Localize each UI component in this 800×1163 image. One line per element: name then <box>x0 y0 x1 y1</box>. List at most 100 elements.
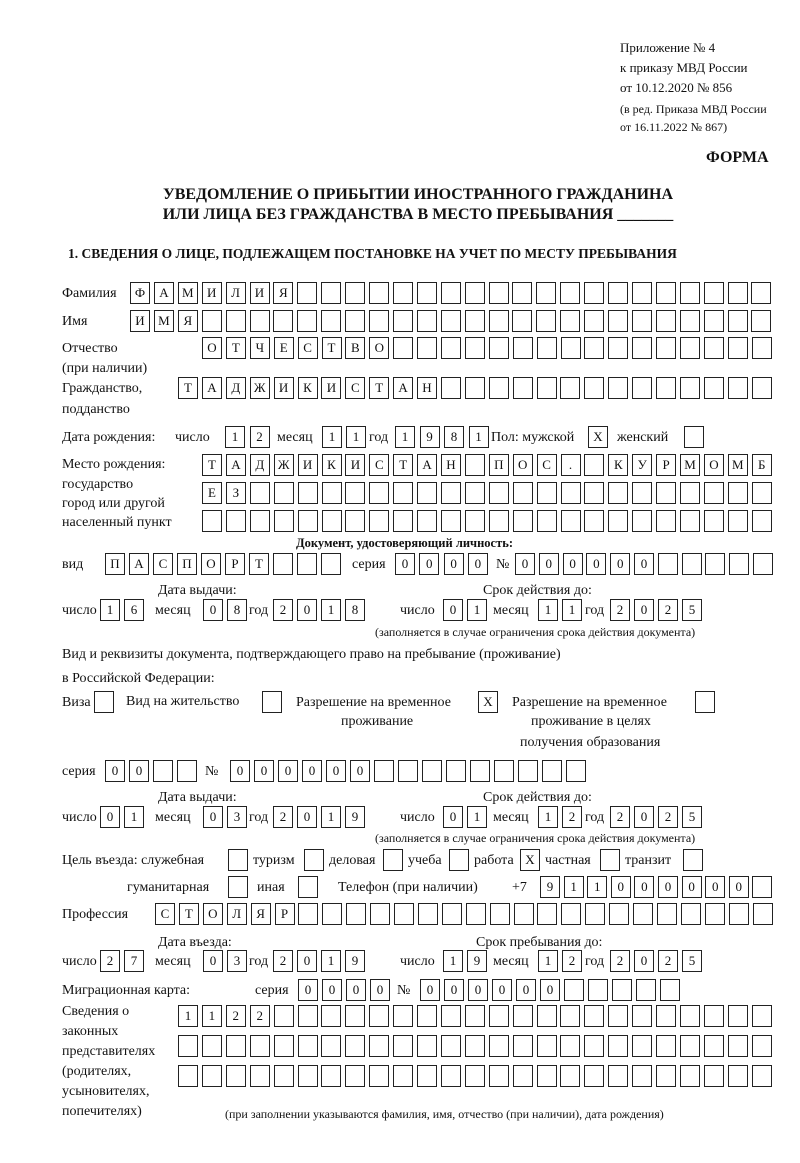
box-cell[interactable] <box>488 1065 509 1087</box>
box-cell[interactable] <box>608 1065 629 1087</box>
box-cell[interactable] <box>322 903 343 925</box>
box-cell[interactable] <box>494 760 514 782</box>
box-cell[interactable] <box>588 979 608 1001</box>
box-cell[interactable]: С <box>345 377 366 399</box>
box-cell[interactable]: 0 <box>322 979 342 1001</box>
box-cell[interactable] <box>416 282 437 304</box>
box-cell[interactable] <box>584 1005 605 1027</box>
box-cell[interactable] <box>417 482 438 504</box>
box-cell[interactable] <box>632 482 653 504</box>
box-cell[interactable] <box>751 1005 772 1027</box>
box-cell[interactable] <box>297 482 318 504</box>
box-cell[interactable] <box>751 1065 772 1087</box>
box-cell[interactable]: 1 <box>563 876 584 898</box>
box-cell[interactable]: И <box>201 282 222 304</box>
box-cell[interactable] <box>345 282 366 304</box>
box-cell[interactable]: X <box>588 426 608 448</box>
box-cell[interactable] <box>560 510 581 532</box>
box-cell[interactable] <box>249 1035 270 1057</box>
box-cell[interactable]: Т <box>249 553 269 575</box>
box-cell[interactable] <box>225 510 246 532</box>
box-cell[interactable]: 2 <box>562 950 582 972</box>
box-cell[interactable] <box>441 482 461 504</box>
box-cell[interactable] <box>729 553 750 575</box>
box-cell[interactable] <box>560 482 581 504</box>
box-cell[interactable] <box>345 1005 366 1027</box>
box-cell[interactable]: 0 <box>326 760 346 782</box>
box-cell[interactable] <box>751 310 772 332</box>
box-cell[interactable]: Н <box>441 454 461 476</box>
box-cell[interactable]: К <box>297 377 318 399</box>
box-cell[interactable]: 0 <box>634 876 655 898</box>
box-cell[interactable]: Ч <box>249 337 270 359</box>
box-cell[interactable]: Ж <box>249 377 270 399</box>
box-cell[interactable]: 9 <box>540 876 560 898</box>
box-cell[interactable]: 2 <box>658 950 678 972</box>
box-cell[interactable]: 0 <box>467 553 488 575</box>
box-cell[interactable] <box>298 903 319 925</box>
box-cell[interactable] <box>422 760 442 782</box>
box-cell[interactable] <box>464 1035 485 1057</box>
box-cell[interactable]: Я <box>177 310 198 332</box>
box-cell[interactable]: И <box>345 454 366 476</box>
box-cell[interactable] <box>584 482 605 504</box>
box-cell[interactable] <box>297 1035 318 1057</box>
box-cell[interactable]: 0 <box>562 553 583 575</box>
box-cell[interactable] <box>177 760 197 782</box>
box-cell[interactable] <box>273 553 293 575</box>
box-cell[interactable]: 2 <box>273 599 293 621</box>
box-cell[interactable] <box>369 482 390 504</box>
box-cell[interactable] <box>273 482 294 504</box>
box-cell[interactable] <box>560 310 581 332</box>
box-cell[interactable]: А <box>225 454 246 476</box>
box-cell[interactable] <box>392 282 413 304</box>
box-cell[interactable]: 1 <box>124 806 144 828</box>
box-cell[interactable] <box>632 1065 653 1087</box>
box-cell[interactable]: 0 <box>610 876 631 898</box>
box-cell[interactable]: 1 <box>395 426 415 448</box>
box-cell[interactable] <box>228 876 248 898</box>
box-cell[interactable] <box>751 510 772 532</box>
box-cell[interactable] <box>417 1035 437 1057</box>
box-cell[interactable]: 0 <box>420 979 440 1001</box>
box-cell[interactable] <box>512 310 533 332</box>
box-cell[interactable] <box>536 1065 557 1087</box>
box-cell[interactable] <box>512 337 533 359</box>
box-cell[interactable]: 0 <box>297 599 317 621</box>
box-cell[interactable] <box>488 282 509 304</box>
box-cell[interactable] <box>449 849 469 871</box>
box-cell[interactable] <box>727 1065 748 1087</box>
box-cell[interactable] <box>369 282 389 304</box>
box-cell[interactable] <box>488 337 509 359</box>
box-cell[interactable]: 0 <box>538 553 559 575</box>
box-cell[interactable] <box>680 903 701 925</box>
box-cell[interactable]: 0 <box>297 950 317 972</box>
box-cell[interactable] <box>321 510 342 532</box>
box-cell[interactable]: 0 <box>586 553 607 575</box>
box-cell[interactable] <box>752 903 773 925</box>
box-cell[interactable]: 1 <box>321 950 341 972</box>
box-cell[interactable]: 1 <box>538 599 558 621</box>
box-cell[interactable]: С <box>536 454 557 476</box>
box-cell[interactable] <box>655 310 676 332</box>
box-cell[interactable]: С <box>155 903 175 925</box>
box-cell[interactable] <box>464 377 485 399</box>
box-cell[interactable] <box>369 310 389 332</box>
box-cell[interactable] <box>584 282 605 304</box>
box-cell[interactable]: 2 <box>610 599 630 621</box>
box-cell[interactable] <box>727 337 748 359</box>
box-cell[interactable]: 3 <box>227 950 247 972</box>
box-cell[interactable] <box>751 377 772 399</box>
box-cell[interactable] <box>656 1065 676 1087</box>
box-cell[interactable] <box>703 510 724 532</box>
box-cell[interactable] <box>273 1005 294 1027</box>
box-cell[interactable]: Я <box>250 903 271 925</box>
box-cell[interactable]: 0 <box>395 553 415 575</box>
box-cell[interactable]: А <box>153 282 174 304</box>
box-cell[interactable]: 0 <box>516 979 536 1001</box>
box-cell[interactable]: 0 <box>634 806 654 828</box>
box-cell[interactable]: 0 <box>443 553 464 575</box>
box-cell[interactable] <box>153 760 173 782</box>
box-cell[interactable]: 1 <box>201 1005 222 1027</box>
box-cell[interactable] <box>727 1035 748 1057</box>
